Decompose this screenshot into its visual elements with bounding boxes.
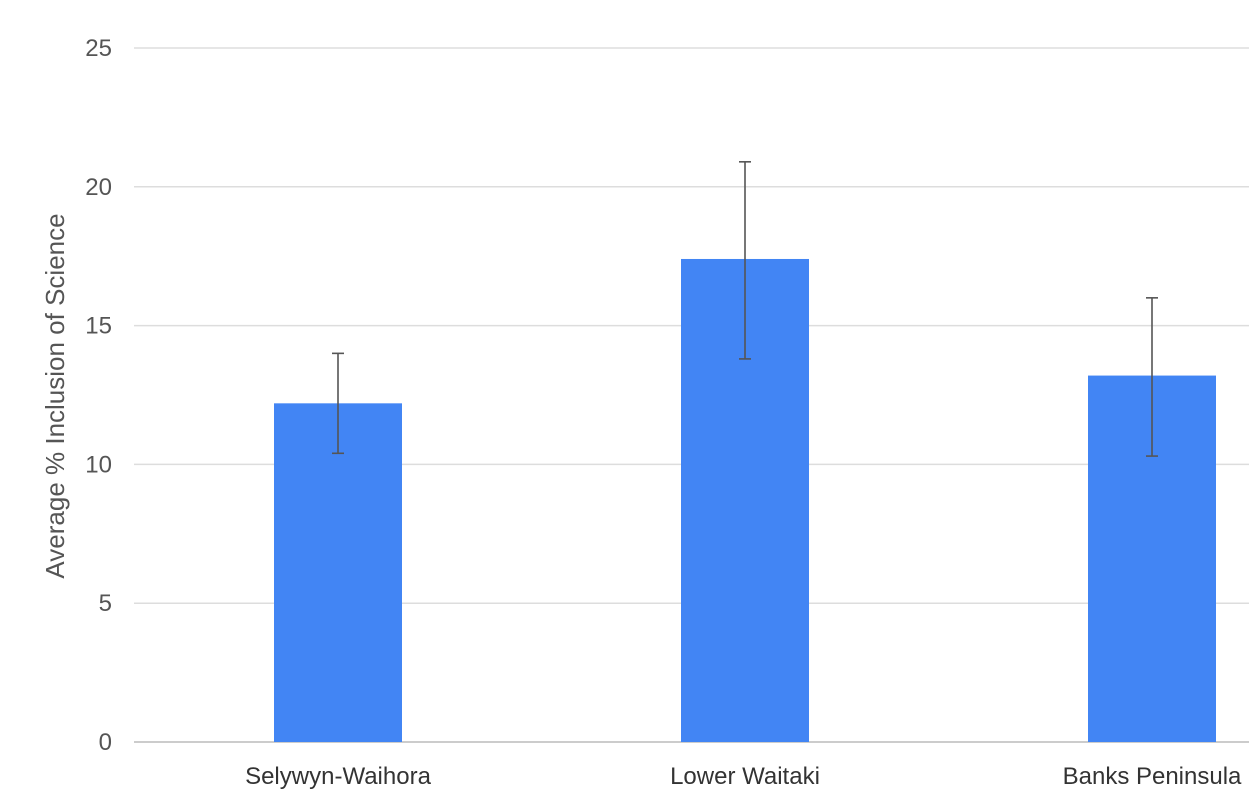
error-bar xyxy=(332,352,344,455)
y-axis-title: Average % Inclusion of Science xyxy=(40,213,70,578)
y-tick-label: 10 xyxy=(85,451,112,478)
y-tick-label: 25 xyxy=(85,35,112,62)
error-bars xyxy=(332,161,1158,457)
x-category-label: Banks Peninsula xyxy=(1063,763,1242,790)
x-axis-categories: Selywyn-Waihora Lower Waitaki Banks Penins… xyxy=(245,763,1242,790)
y-tick-label: 5 xyxy=(99,590,112,617)
y-tick-label: 20 xyxy=(85,174,112,201)
y-axis-ticks: 0 5 10 15 20 25 xyxy=(85,35,112,756)
x-category-label: Lower Waitaki xyxy=(670,763,820,790)
y-tick-label: 0 xyxy=(99,729,112,756)
bar xyxy=(274,403,402,742)
error-bar xyxy=(739,161,751,360)
error-bar xyxy=(1146,297,1158,457)
x-category-label: Selywyn-Waihora xyxy=(245,763,431,790)
y-tick-label: 15 xyxy=(85,313,112,340)
